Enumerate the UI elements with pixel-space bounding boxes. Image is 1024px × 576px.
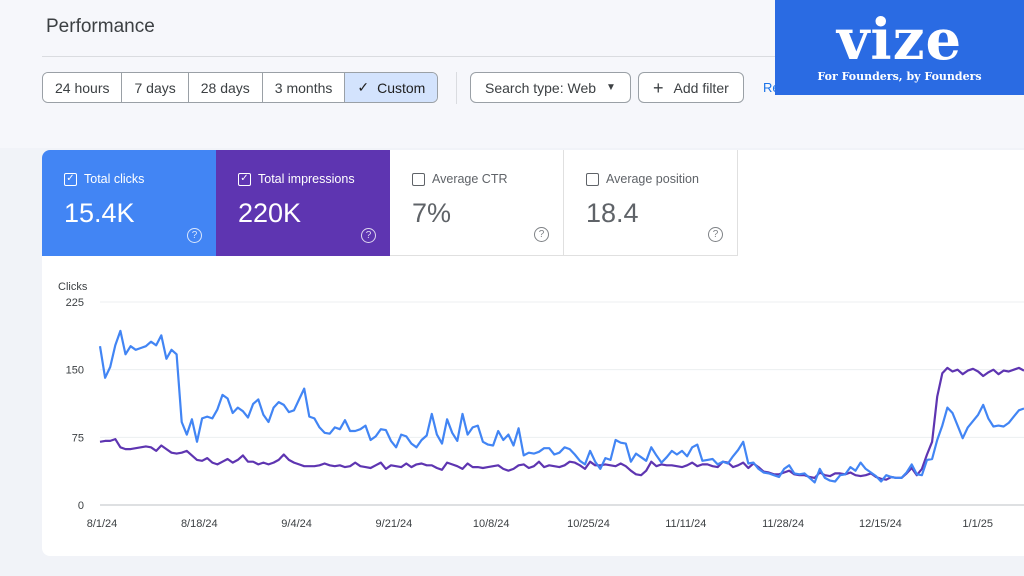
help-icon[interactable]: ? [708, 227, 723, 242]
date-range-24-hours[interactable]: 24 hours [43, 73, 123, 102]
x-tick-label: 10/8/24 [473, 518, 510, 530]
metric-label: Average CTR [432, 172, 508, 186]
dropdown-caret-icon: ▼ [606, 82, 616, 93]
x-tick-label: 10/25/24 [567, 518, 610, 530]
series-line-total-impressions [99, 366, 1024, 481]
plus-icon: + [653, 77, 664, 98]
x-tick-label: 8/18/24 [181, 518, 218, 530]
metric-total-clicks[interactable]: ✓ Total clicks 15.4K ? [42, 150, 216, 256]
date-range-custom[interactable]: ✓ Custom [345, 73, 438, 102]
toolbar-separator [456, 72, 457, 104]
vize-logo: vize For Founders, by Founders [775, 0, 1024, 95]
help-icon[interactable]: ? [361, 228, 376, 243]
date-range-3-months[interactable]: 3 months [262, 73, 346, 102]
date-range-28-days[interactable]: 28 days [188, 73, 263, 102]
metric-average-position[interactable]: Average position 18.4 ? [564, 150, 738, 256]
metric-value: 220K [238, 198, 302, 228]
x-tick-label: 9/4/24 [281, 518, 312, 530]
metric-label: Total clicks [84, 172, 145, 186]
search-type-label: Search type: Web [485, 79, 597, 96]
metric-value: 15.4K [64, 198, 135, 228]
add-filter-label: Add filter [673, 79, 729, 96]
checkbox-checked-icon[interactable]: ✓ [238, 172, 251, 186]
checkbox-checked-icon[interactable]: ✓ [64, 172, 77, 186]
x-tick-label: 11/11/24 [665, 518, 706, 530]
metric-average-ctr[interactable]: Average CTR 7% ? [390, 150, 564, 256]
checkbox-unchecked-icon[interactable] [412, 172, 425, 186]
date-range-7-days[interactable]: 7 days [122, 73, 189, 102]
header-divider [42, 56, 802, 57]
add-filter-button[interactable]: + Add filter [638, 72, 744, 103]
date-range-label: 24 hours [55, 79, 110, 96]
metric-label: Total impressions [258, 172, 355, 186]
checkbox-unchecked-icon[interactable] [586, 172, 599, 186]
x-tick-label: 8/1/24 [87, 518, 118, 530]
help-icon[interactable]: ? [534, 227, 549, 242]
metric-value: 18.4 [586, 198, 639, 228]
page-footer-strip [0, 556, 1024, 576]
x-tick-label: 9/21/24 [376, 518, 413, 530]
performance-card: ✓ Total clicks 15.4K ? ✓ Total impressions… [42, 150, 1024, 556]
logo-wordmark: vize [836, 7, 963, 73]
series-line-total-clicks [98, 329, 1024, 484]
date-range-label: 28 days [200, 79, 250, 96]
x-tick-label: 1/1/25 [962, 518, 993, 530]
logo-tagline: For Founders, by Founders [817, 70, 982, 83]
y-tick-label: 0 [78, 500, 84, 512]
y-tick-label: 75 [72, 432, 84, 444]
date-range-label: Custom [377, 79, 426, 96]
date-range-selector: 24 hours 7 days 28 days 3 months ✓ Custom [42, 72, 439, 103]
metric-label: Average position [606, 172, 699, 186]
date-range-label: 7 days [134, 79, 176, 96]
y-axis-label: Clicks [58, 281, 88, 293]
help-icon[interactable]: ? [187, 228, 202, 243]
metric-total-impressions[interactable]: ✓ Total impressions 220K ? [216, 150, 390, 256]
y-tick-label: 150 [66, 365, 84, 377]
date-range-label: 3 months [274, 79, 333, 96]
x-tick-label: 12/15/24 [859, 518, 902, 530]
checkmark-icon: ✓ [357, 79, 370, 95]
y-tick-label: 225 [66, 297, 84, 309]
x-tick-label: 11/28/24 [762, 518, 804, 530]
search-type-dropdown[interactable]: Search type: Web ▼ [470, 72, 631, 103]
clicks-line-chart: Clicks 225 150 75 08/1/24 8/18/24 9/4/24 9/21/2… [58, 281, 1024, 530]
metric-value: 7% [412, 198, 452, 228]
page-title: Performance [46, 16, 155, 37]
